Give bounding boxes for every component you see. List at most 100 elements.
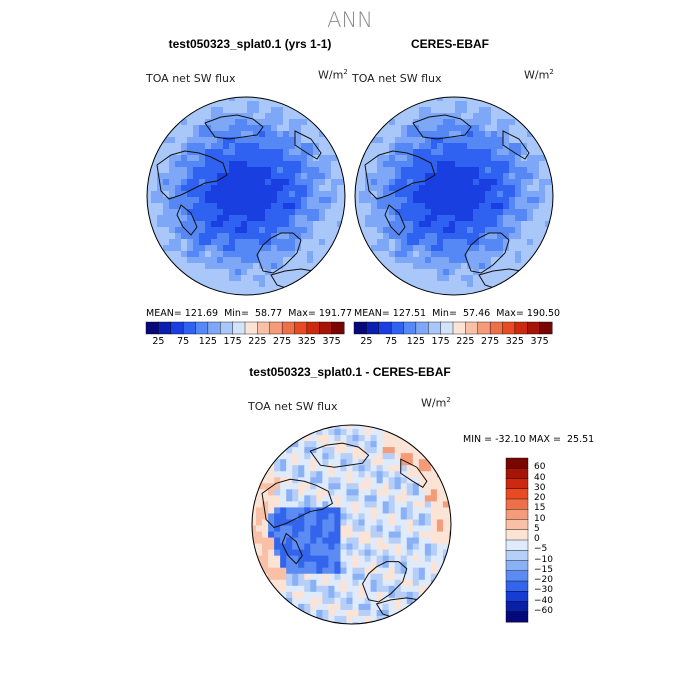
colorbar-tick-label: 375 [530, 336, 549, 347]
colorbar-swatch [378, 321, 392, 335]
coastline [384, 204, 406, 236]
panel-3-stats: MIN = -32.10 MAX = 25.51 [463, 434, 595, 445]
coastline [204, 114, 264, 140]
colorbar-tick-label: −5 [534, 544, 548, 555]
panel-3-units: W/m2 [421, 396, 451, 410]
colorbar-tick-label: 75 [385, 336, 398, 347]
coastline [156, 150, 228, 200]
colorbar-swatch [505, 468, 529, 480]
colorbar-tick-label: 225 [456, 336, 475, 347]
colorbar-tick-label: −60 [534, 605, 553, 616]
colorbar-swatch [505, 509, 529, 521]
colorbar-tick-label: 0 [534, 534, 540, 544]
panel-1-units: W/m2 [318, 68, 348, 82]
colorbar-tick-label: −30 [534, 585, 553, 596]
coastline [361, 561, 408, 603]
colorbar-swatch [145, 321, 159, 335]
colorbar-swatch [331, 321, 345, 335]
colorbar-swatch [477, 321, 491, 335]
colorbar-swatch [505, 550, 529, 562]
colorbar-swatch [269, 321, 283, 335]
colorbar-tick-label: 275 [273, 336, 292, 347]
colorbar-swatch [353, 321, 367, 335]
map-boundary [354, 96, 554, 296]
colorbar-swatch [527, 321, 541, 335]
colorbar-swatch [505, 591, 529, 603]
colorbar-tick-label: 15 [534, 503, 546, 514]
colorbar-tick-label: 40 [534, 472, 546, 483]
colorbar-tick-label: −10 [534, 554, 553, 565]
map-boundary [146, 96, 346, 296]
colorbar-swatch [319, 321, 333, 335]
colorbar-swatch [505, 498, 529, 510]
colorbar-tick-label: −15 [534, 564, 553, 575]
colorbar-tick-label: 325 [505, 336, 524, 347]
colorbar-swatch [505, 611, 529, 623]
panel-3-map [251, 424, 452, 625]
colorbar-swatch [244, 321, 258, 335]
coastline [364, 150, 436, 200]
map-boundary [251, 424, 452, 625]
panel-2-units: W/m2 [524, 68, 554, 82]
colorbar-swatch [505, 560, 529, 572]
colorbar-tick-label: 25 [360, 336, 373, 347]
panel-3-variable: TOA net SW flux [248, 400, 338, 413]
colorbar-tick-label: 175 [223, 336, 242, 347]
panel-2-variable: TOA net SW flux [352, 72, 442, 85]
coastline [464, 232, 510, 274]
colorbar-swatch [505, 488, 529, 500]
coastline [256, 232, 302, 274]
figure-title: ANN [327, 8, 373, 32]
colorbar-swatch [502, 321, 516, 335]
colorbar-swatch [465, 321, 479, 335]
coastline [261, 478, 334, 529]
colorbar-tick-label: 5 [534, 523, 540, 534]
colorbar-tick-label: 225 [248, 336, 267, 347]
colorbar-tick-label: 60 [534, 462, 546, 473]
panel-1-colorbar [145, 321, 345, 335]
colorbar-swatch [505, 519, 529, 531]
colorbar-tick-label: 125 [406, 336, 425, 347]
coastline [400, 458, 428, 488]
coastline [294, 130, 322, 160]
panel-2-title: CERES-EBAF [410, 37, 489, 51]
colorbar-tick-label: 175 [431, 336, 450, 347]
colorbar-swatch [440, 321, 454, 335]
colorbar-swatch [539, 321, 553, 335]
colorbar-swatch [306, 321, 320, 335]
coastline [502, 130, 530, 160]
colorbar-swatch [452, 321, 466, 335]
panel-2-colorbar [353, 321, 553, 335]
colorbar-swatch [195, 321, 209, 335]
colorbar-tick-label: −40 [534, 595, 553, 606]
coastline [412, 114, 472, 140]
colorbar-tick-label: 375 [322, 336, 341, 347]
colorbar-swatch [403, 321, 417, 335]
colorbar-swatch [489, 321, 504, 335]
colorbar-swatch [390, 321, 405, 335]
panel-2-map [354, 96, 554, 296]
panel-3-colorbar [505, 457, 529, 623]
colorbar-tick-label: 275 [481, 336, 500, 347]
colorbar-tick-label: 25 [152, 336, 165, 347]
panel-1-variable: TOA net SW flux [146, 72, 236, 85]
coastline [309, 442, 370, 468]
coastline [176, 204, 198, 236]
panel-1-map [146, 96, 346, 296]
colorbar-swatch [366, 321, 380, 335]
colorbar-swatch [158, 321, 172, 335]
colorbar-swatch [505, 601, 529, 613]
colorbar-tick-label: 325 [297, 336, 316, 347]
colorbar-swatch [505, 478, 529, 490]
panel-2-stats: MEAN= 127.51 Min= 57.46 Max= 190.50 [354, 308, 561, 319]
panel-1-title: test050323_splat0.1 (yrs 1-1) [168, 37, 332, 51]
colorbar-swatch [505, 457, 529, 469]
colorbar-swatch [257, 321, 271, 335]
colorbar-swatch [505, 570, 529, 582]
colorbar-swatch [220, 321, 234, 335]
colorbar-swatch [505, 580, 529, 592]
colorbar-tick-label: 75 [177, 336, 190, 347]
colorbar-swatch [514, 321, 528, 335]
colorbar-swatch [294, 321, 308, 335]
colorbar-tick-label: 30 [534, 482, 546, 493]
